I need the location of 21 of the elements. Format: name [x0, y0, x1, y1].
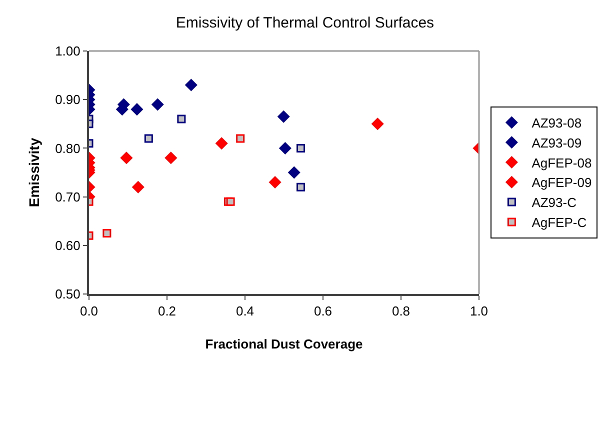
- y-tick-label: 0.60: [55, 238, 80, 253]
- x-tick-label: 0.4: [236, 304, 254, 319]
- legend-label: AZ93-C: [532, 195, 576, 210]
- legend-label: AgFEP-08: [532, 155, 592, 170]
- chart-title: Emissivity of Thermal Control Surfaces: [176, 14, 434, 32]
- y-tick-label: 0.90: [55, 92, 80, 108]
- y-axis-title: Emissivity: [26, 138, 42, 208]
- y-tick-label: 1.00: [55, 44, 80, 59]
- x-tick-label: 0.2: [158, 304, 176, 319]
- x-tick-label: 0.8: [392, 304, 410, 319]
- y-tick-label: 0.80: [55, 140, 80, 156]
- legend-label: AZ93-09: [532, 135, 582, 150]
- y-tick-label: 0.50: [55, 286, 80, 302]
- x-axis-title: Fractional Dust Coverage: [205, 336, 363, 352]
- x-tick-label: 0.0: [80, 304, 98, 319]
- legend-label: AgFEP-09: [532, 175, 592, 190]
- legend-label: AgFEP-C: [532, 215, 587, 230]
- x-tick-label: 0.6: [314, 304, 332, 319]
- x-tick-label: 1.0: [470, 304, 488, 319]
- y-tick-label: 0.70: [55, 189, 80, 204]
- legend-label: AZ93-08: [532, 116, 582, 131]
